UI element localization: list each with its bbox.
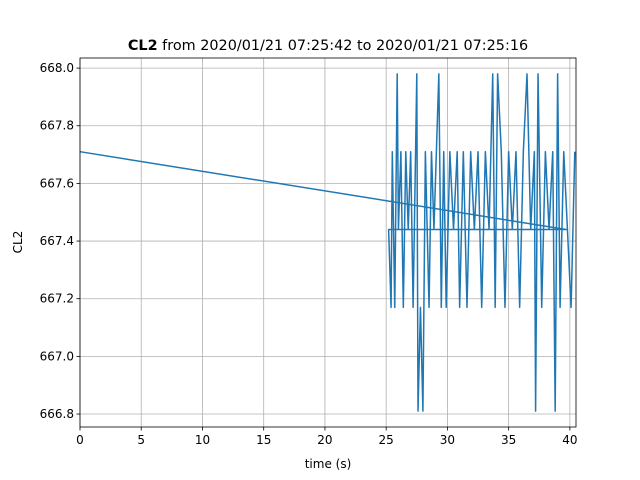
plot-frame xyxy=(79,57,577,428)
x-tick-label: 15 xyxy=(256,433,271,447)
y-axis-label: CL2 xyxy=(11,231,25,254)
x-tick-label: 20 xyxy=(317,433,332,447)
x-tick-label: 40 xyxy=(562,433,577,447)
data-line xyxy=(79,73,576,412)
y-tick-label: 667.6 xyxy=(40,176,74,190)
y-tick-label: 667.0 xyxy=(40,349,74,363)
y-tick-label: 668.0 xyxy=(40,61,74,75)
y-tick-label: 667.8 xyxy=(40,119,74,133)
x-tick-label: 10 xyxy=(195,433,210,447)
chart-title: from 2020/01/21 07:25:42 to 2020/01/21 0… xyxy=(162,38,528,54)
y-tick-label: 666.8 xyxy=(40,407,74,421)
chart-title-bold: CL2 xyxy=(128,38,158,54)
y-tick-label: 667.4 xyxy=(40,234,74,248)
x-tick-label: 35 xyxy=(501,433,516,447)
y-tick-label: 667.2 xyxy=(40,292,74,306)
x-axis-label: time (s) xyxy=(305,457,352,471)
x-tick-label: 0 xyxy=(76,433,84,447)
x-tick-label: 25 xyxy=(379,433,394,447)
x-tick-label: 5 xyxy=(137,433,145,447)
x-tick-label: 30 xyxy=(440,433,455,447)
chart-title-group: CL2 from 2020/01/21 07:25:42 to 2020/01/… xyxy=(128,38,528,54)
